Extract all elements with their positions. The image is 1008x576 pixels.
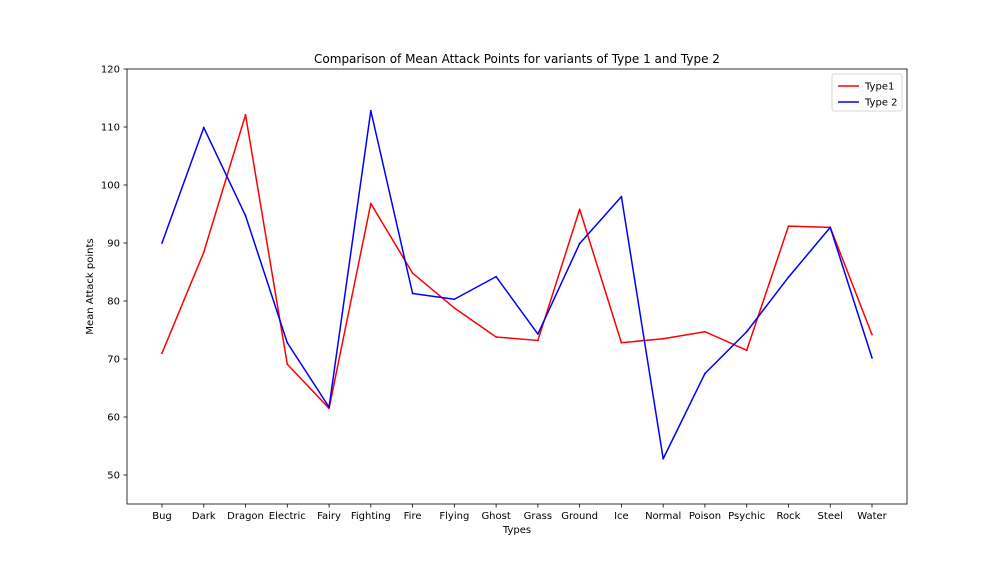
data-point bbox=[244, 113, 247, 116]
x-tick-label: Dark bbox=[192, 511, 216, 522]
data-point bbox=[745, 349, 748, 352]
data-point bbox=[286, 341, 289, 344]
data-point bbox=[161, 242, 163, 244]
x-tick-label: Flying bbox=[439, 511, 469, 522]
data-point bbox=[620, 195, 623, 198]
x-tick-label: Rock bbox=[777, 511, 801, 522]
x-tick-label: Bug bbox=[152, 511, 172, 522]
data-point bbox=[328, 406, 330, 409]
legend-entry: Type 2 bbox=[864, 98, 898, 109]
x-tick-label: Poison bbox=[689, 511, 721, 522]
x-tick-label: Water bbox=[857, 511, 887, 522]
x-tick-label: Ghost bbox=[481, 511, 510, 522]
y-tick-label: 110 bbox=[101, 123, 120, 134]
data-point bbox=[787, 225, 790, 228]
x-tick-label: Steel bbox=[818, 511, 843, 522]
y-tick-label: 100 bbox=[101, 181, 120, 192]
y-tick-label: 60 bbox=[107, 413, 120, 424]
data-point bbox=[161, 352, 163, 355]
x-tick-label: Ice bbox=[614, 511, 629, 522]
y-tick-label: 80 bbox=[107, 297, 120, 308]
x-tick-label: Ground bbox=[561, 511, 598, 522]
data-point bbox=[829, 226, 832, 229]
data-point bbox=[244, 214, 247, 217]
data-point bbox=[536, 333, 539, 335]
y-axis-label: Mean Attack points bbox=[85, 238, 96, 334]
data-point bbox=[369, 109, 372, 112]
data-point bbox=[411, 272, 414, 275]
data-point bbox=[871, 333, 873, 336]
data-point bbox=[787, 276, 790, 279]
data-point bbox=[453, 307, 456, 309]
y-tick-label: 70 bbox=[107, 355, 120, 366]
y-tick-label: 120 bbox=[101, 65, 120, 76]
data-point bbox=[286, 363, 289, 366]
x-tick-label: Grass bbox=[524, 511, 552, 522]
data-point bbox=[202, 251, 205, 254]
x-tick-label: Fighting bbox=[351, 511, 391, 522]
data-point bbox=[536, 339, 539, 342]
data-point bbox=[202, 126, 205, 129]
data-point bbox=[495, 336, 498, 338]
x-tick-label: Dragon bbox=[227, 511, 264, 522]
legend-entry: Type1 bbox=[864, 82, 894, 93]
data-point bbox=[704, 372, 706, 375]
x-tick-label: Psychic bbox=[728, 511, 765, 522]
x-tick-label: Fairy bbox=[317, 511, 341, 522]
series-line-2 bbox=[161, 110, 873, 460]
chart-title: Comparison of Mean Attack Points for var… bbox=[314, 52, 720, 66]
data-point bbox=[578, 208, 581, 211]
y-tick-label: 90 bbox=[107, 239, 120, 250]
x-tick-label: Fire bbox=[404, 511, 422, 522]
data-point bbox=[662, 337, 665, 340]
data-point bbox=[578, 242, 581, 245]
data-point bbox=[495, 275, 498, 278]
data-point bbox=[453, 298, 456, 301]
x-tick-label: Normal bbox=[645, 511, 681, 522]
data-point bbox=[871, 356, 873, 359]
data-point bbox=[745, 330, 748, 333]
data-point bbox=[662, 457, 665, 460]
x-axis-label: Types bbox=[502, 525, 531, 536]
y-tick-label: 50 bbox=[107, 471, 120, 482]
x-tick-label: Electric bbox=[269, 511, 306, 522]
plot-area: 50 60 70 80 90 100 110 120 Bug Dark Dragon Electric… bbox=[85, 65, 908, 536]
data-point bbox=[411, 292, 414, 295]
data-point bbox=[704, 330, 706, 333]
data-point bbox=[369, 202, 372, 205]
data-point bbox=[620, 341, 623, 344]
axes-frame bbox=[126, 68, 908, 505]
